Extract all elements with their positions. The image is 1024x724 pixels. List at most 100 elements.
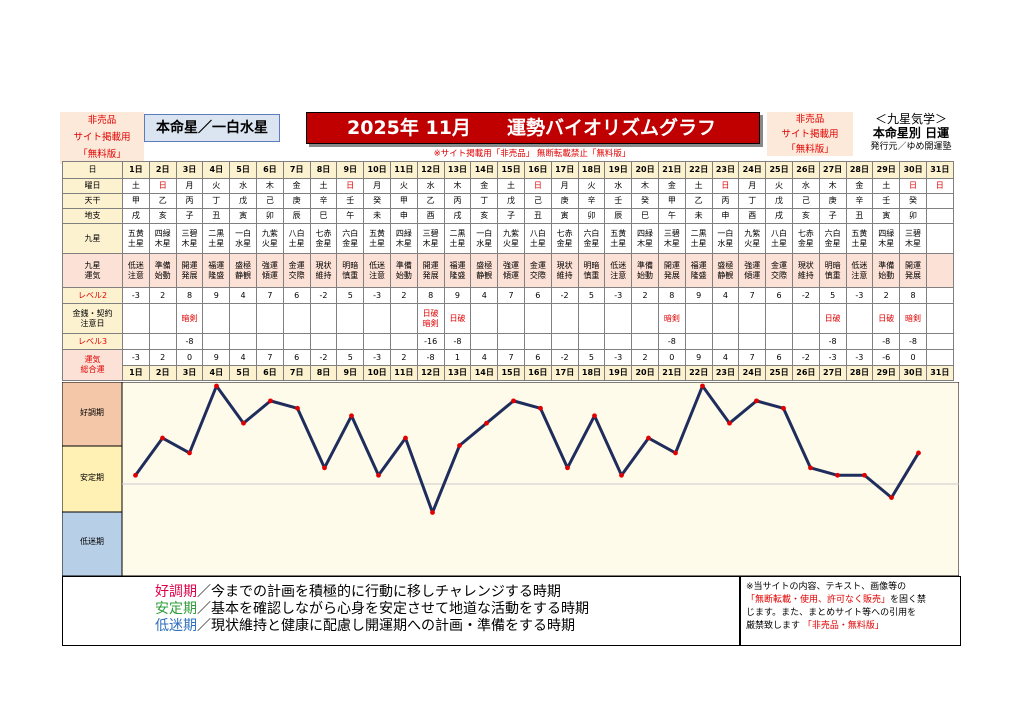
- total-cell: 0: [899, 349, 927, 366]
- day-footer-cell: 8日: [309, 365, 338, 381]
- chishi-cell: 子: [818, 208, 847, 224]
- row-label-kyusei: 九星: [62, 223, 123, 254]
- note-cell: [148, 303, 177, 334]
- unki-cell: 強運 傾運: [255, 253, 284, 288]
- total-cell: 7: [497, 349, 525, 366]
- day-cell: 13日: [443, 161, 472, 179]
- total-cell: 6: [523, 349, 552, 366]
- weekday-cell: 日: [925, 178, 954, 194]
- level2-cell: 4: [711, 287, 740, 304]
- level3-cell: [282, 333, 311, 350]
- chishi-cell: 申: [711, 208, 740, 224]
- unki-cell: 盛極 静観: [711, 253, 740, 288]
- day-footer-cell: 12日: [416, 365, 445, 381]
- unki-cell: 福運 隆盛: [443, 253, 472, 288]
- legend-box: 好調期／今までの計画を積極的に行動に移しチャレンジする時期 安定期／基本を確認し…: [62, 576, 741, 646]
- tenkan-cell: 癸: [631, 193, 659, 209]
- data-point: [673, 450, 678, 456]
- weekday-cell: 土: [309, 178, 338, 194]
- level2-cell: 4: [229, 287, 257, 304]
- kyusei-cell: 四緑 木星: [148, 223, 177, 254]
- row-label-level2: レベル2: [62, 287, 123, 304]
- tenkan-cell: 乙: [684, 193, 713, 209]
- legend-term-good: 好調期: [155, 584, 197, 600]
- weekday-cell: 木: [255, 178, 284, 194]
- weekday-cell: 木: [631, 178, 659, 194]
- data-point: [268, 398, 273, 404]
- note-cell: [202, 303, 231, 334]
- kyusei-cell: 五黄 土星: [122, 223, 150, 254]
- kyusei-cell: 三碧 木星: [899, 223, 927, 254]
- legend-item-good: 好調期／今までの計画を積極的に行動に移しチャレンジする時期: [155, 584, 561, 601]
- total-cell: 9: [684, 349, 713, 366]
- tenkan-cell: 丁: [738, 193, 767, 209]
- weekday-cell: 金: [282, 178, 311, 194]
- level3-cell: [389, 333, 418, 350]
- total-cell: 6: [282, 349, 311, 366]
- level2-cell: 9: [443, 287, 472, 304]
- kyusei-cell: 四緑 木星: [631, 223, 659, 254]
- note-cell: [282, 303, 311, 334]
- total-cell: 6: [765, 349, 793, 366]
- tenkan-cell: 辛: [577, 193, 606, 209]
- level2-cell: 2: [148, 287, 177, 304]
- day-cell: 14日: [470, 161, 499, 179]
- level2-cell: -3: [604, 287, 633, 304]
- chishi-cell: 巳: [309, 208, 338, 224]
- unki-cell: 開運 発展: [657, 253, 686, 288]
- note-cell: [577, 303, 606, 334]
- level2-cell: [925, 287, 954, 304]
- unki-cell: 低迷 注意: [604, 253, 633, 288]
- note-cell: 日破 暗剣: [416, 303, 445, 334]
- unki-cell: 金運 交際: [765, 253, 793, 288]
- day-cell: 9日: [336, 161, 365, 179]
- unki-cell: 現状 維持: [791, 253, 820, 288]
- kyusei-cell: 六白 金星: [818, 223, 847, 254]
- level3-cell: [309, 333, 338, 350]
- plot-area: [121, 382, 959, 576]
- level2-cell: 5: [577, 287, 606, 304]
- tenkan-cell: 乙: [148, 193, 177, 209]
- total-cell: 4: [470, 349, 499, 366]
- legend-desc-stable: ／基本を確認しながら心身を安定させて地道な活動をする時期: [197, 601, 589, 617]
- day-cell: 25日: [765, 161, 793, 179]
- total-cell: 0: [175, 349, 204, 366]
- note-cell: [604, 303, 633, 334]
- weekday-cell: 日: [899, 178, 927, 194]
- legend-item-low: 低迷期／現状維持と健康に配慮し開運期への計画・準備をする時期: [155, 618, 575, 635]
- kyusei-cell: 九紫 火星: [497, 223, 525, 254]
- row-weekday: 曜日土日月火水木金土日月火水木金土日月火水木金土日月火水木金土日日: [62, 178, 954, 194]
- total-cell: -6: [872, 349, 901, 366]
- day-cell: 5日: [229, 161, 257, 179]
- chishi-cell: 戌: [122, 208, 150, 224]
- tenkan-cell: 丙: [443, 193, 472, 209]
- chishi-cell: 戌: [443, 208, 472, 224]
- unki-cell: 開運 発展: [416, 253, 445, 288]
- level2-cell: -3: [363, 287, 391, 304]
- data-point: [700, 383, 705, 389]
- chishi-cell: 丑: [845, 208, 874, 224]
- data-point: [133, 472, 138, 478]
- data-point: [754, 398, 759, 404]
- row-label-chishi: 地支: [62, 208, 123, 224]
- chishi-cell: 卯: [255, 208, 284, 224]
- tenkan-cell: 戊: [497, 193, 525, 209]
- publisher: 発行元／ゆめ開運塾: [870, 142, 952, 152]
- free-badge2-line2: サイト掲載用: [781, 129, 839, 140]
- level3-cell: -8: [175, 333, 204, 350]
- kyusei-cell: 一白 水星: [711, 223, 740, 254]
- level2-cell: 8: [657, 287, 686, 304]
- day-cell: 19日: [604, 161, 633, 179]
- copyright-line4-text: 厳禁致します: [746, 621, 801, 631]
- unki-cell: 開運 発展: [175, 253, 204, 288]
- data-point: [160, 435, 165, 441]
- unki-cell: 準備 始動: [148, 253, 177, 288]
- level2-cell: 4: [470, 287, 499, 304]
- note-cell: [550, 303, 579, 334]
- unki-cell: 開運 発展: [899, 253, 927, 288]
- kyusei-cell: 四緑 木星: [389, 223, 418, 254]
- day-footer-cell: 4日: [202, 365, 231, 381]
- legend-item-stable: 安定期／基本を確認しながら心身を安定させて地道な活動をする時期: [155, 601, 589, 618]
- tenkan-cell: 乙: [416, 193, 445, 209]
- kyusei-header: ＜九星気学＞ 本命星別 日運 発行元／ゆめ開運塾: [858, 112, 964, 154]
